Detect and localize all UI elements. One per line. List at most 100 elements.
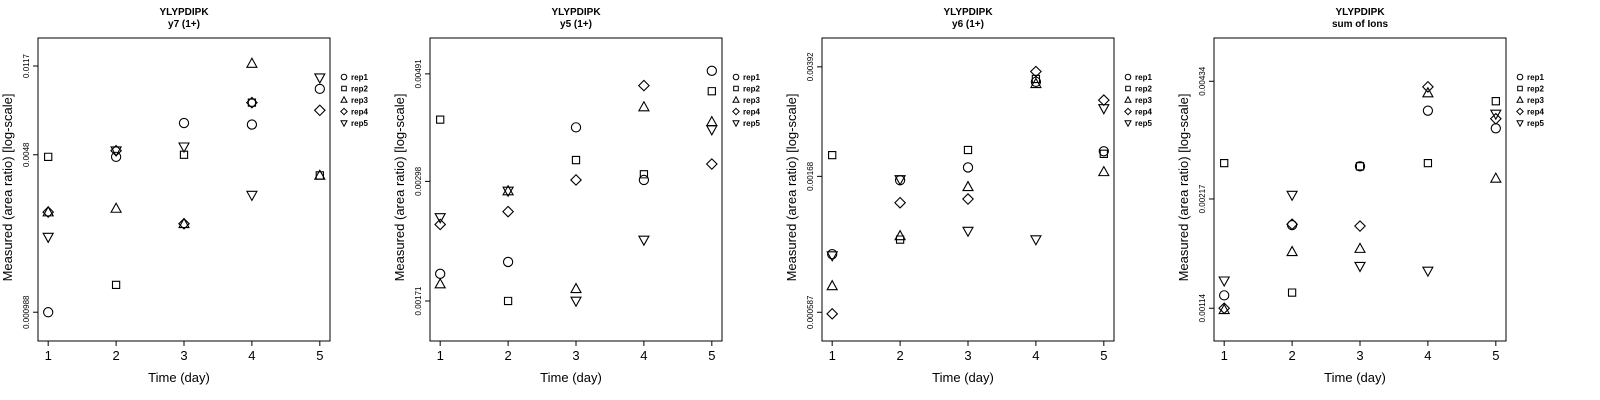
data-point-rep5	[637, 235, 650, 247]
data-point-rep4	[1029, 65, 1042, 78]
x-tick-label: 3	[572, 348, 579, 363]
data-point-rep3	[826, 279, 839, 291]
legend: rep1 rep2 rep3 rep4 rep5	[340, 73, 368, 128]
legend-marker-rep3	[732, 95, 740, 103]
data-point-rep1	[1098, 146, 1109, 157]
x-tick-label: 4	[1424, 348, 1431, 363]
x-tick-label: 1	[45, 348, 52, 363]
y-tick-label: 0.00168	[806, 161, 815, 190]
data-point-rep4	[178, 217, 190, 230]
chart-panel-2: YLYPDIPK y5 (1+) 1 2 3 4 5 0.00171 0.00298 0.0049…	[392, 0, 784, 400]
data-point-rep1	[706, 65, 717, 76]
data-point-rep3	[1029, 77, 1042, 89]
y-tick-label: 0.00217	[1198, 184, 1207, 213]
legend-marker-rep3	[1124, 95, 1132, 103]
x-tick-label: 1	[1221, 348, 1228, 363]
data-point-rep1	[1422, 105, 1434, 116]
legend-marker-rep2	[1125, 85, 1131, 92]
data-point-rep4	[313, 104, 326, 117]
data-point-rep4	[42, 206, 55, 219]
legend-label-rep1: rep1	[351, 73, 368, 82]
x-tick-label: 2	[112, 348, 119, 363]
y-tick-label: 0.00298	[414, 166, 423, 195]
legend-marker-rep4	[1516, 107, 1524, 116]
x-axis-label: Time (day)	[1324, 370, 1386, 385]
data-point-rep5	[826, 251, 839, 262]
data-point-rep3	[705, 115, 718, 127]
x-tick-label: 4	[1032, 348, 1039, 363]
data-point-rep5	[962, 226, 974, 238]
data-point-rep2	[707, 87, 716, 96]
legend-label-rep4: rep4	[351, 108, 368, 117]
legend-marker-rep1	[1124, 73, 1132, 81]
y-axis-label: Measured (area ratio) [log-scale]	[0, 94, 15, 282]
data-point-rep1	[1219, 290, 1230, 301]
legend-marker-rep1	[732, 73, 740, 81]
data-point-rep3	[570, 282, 582, 294]
legend-label-rep2: rep2	[743, 85, 760, 94]
data-point-rep4	[1218, 302, 1231, 315]
x-tick-label: 3	[180, 348, 187, 363]
chart-title: YLYPDIPK	[1335, 7, 1385, 18]
legend-label-rep3: rep3	[1527, 96, 1544, 105]
y-tick-label: 0.00392	[806, 52, 815, 81]
x-tick-label: 3	[964, 348, 971, 363]
data-point-rep3	[313, 169, 326, 180]
plot-area	[37, 37, 331, 342]
legend-label-rep3: rep3	[1135, 96, 1152, 105]
legend-marker-rep1	[1516, 73, 1524, 81]
data-point-rep3	[1097, 165, 1110, 177]
data-point-rep4	[570, 173, 582, 186]
data-point-rep1	[827, 249, 838, 260]
chart-panel-1: YLYPDIPK y7 (1+) 1 2 3 4 5 0.000988 0.0048 0.0117…	[0, 0, 392, 400]
chart-panel-4: YLYPDIPK sum of Ions 1 2 3 4 5 0.00114 0.00217 0.…	[1176, 0, 1568, 400]
data-point-rep2	[1423, 158, 1433, 168]
data-point-rep1	[178, 117, 190, 129]
data-point-rep2	[1220, 158, 1229, 168]
data-point-rep2	[571, 155, 581, 165]
chart-title: YLYPDIPK	[551, 7, 601, 18]
data-point-rep1	[314, 83, 325, 94]
chart-subtitle: y7 (1+)	[168, 19, 200, 30]
chart-panel-3: YLYPDIPK y6 (1+) 1 2 3 4 5 0.000587 0.00168 0.003…	[784, 0, 1176, 400]
legend-marker-rep3	[1516, 95, 1524, 103]
x-tick-label: 2	[896, 348, 903, 363]
legend: rep1 rep2 rep3 rep4 rep5	[732, 73, 760, 128]
data-point-rep5	[1218, 276, 1231, 288]
data-point-rep1	[502, 256, 514, 268]
data-point-rep5	[110, 146, 123, 158]
legend: rep1 rep2 rep3 rep4 rep5	[1516, 73, 1544, 128]
data-point-rep2	[1491, 97, 1500, 106]
x-tick-label: 3	[1356, 348, 1363, 363]
data-point-rep1	[962, 162, 974, 173]
legend-marker-rep2	[733, 85, 739, 92]
legend-label-rep2: rep2	[351, 85, 368, 94]
data-point-rep1	[1030, 76, 1042, 87]
data-point-rep3	[42, 205, 55, 217]
data-point-rep4	[1097, 94, 1110, 107]
chart-subtitle: y5 (1+)	[560, 19, 592, 30]
data-point-rep3	[245, 57, 258, 68]
x-tick-label: 1	[437, 348, 444, 363]
data-point-rep4	[962, 193, 974, 205]
legend-label-rep4: rep4	[1527, 108, 1544, 117]
data-point-rep4	[1286, 218, 1299, 231]
data-point-rep5	[1421, 266, 1434, 278]
data-point-rep5	[705, 125, 718, 136]
data-point-rep5	[1286, 190, 1299, 202]
legend-marker-rep4	[1124, 107, 1132, 116]
data-point-rep5	[178, 142, 190, 154]
data-point-rep5	[1489, 109, 1502, 121]
data-point-rep5	[570, 296, 582, 308]
x-tick-label: 4	[248, 348, 255, 363]
legend-label-rep3: rep3	[351, 96, 368, 105]
data-point-rep3	[637, 100, 650, 112]
legend-label-rep2: rep2	[1135, 85, 1152, 94]
data-point-rep5	[502, 186, 515, 198]
data-point-rep3	[962, 180, 974, 192]
data-point-rep5	[1029, 235, 1042, 246]
legend-marker-rep5	[732, 120, 740, 128]
data-point-rep5	[245, 190, 258, 202]
